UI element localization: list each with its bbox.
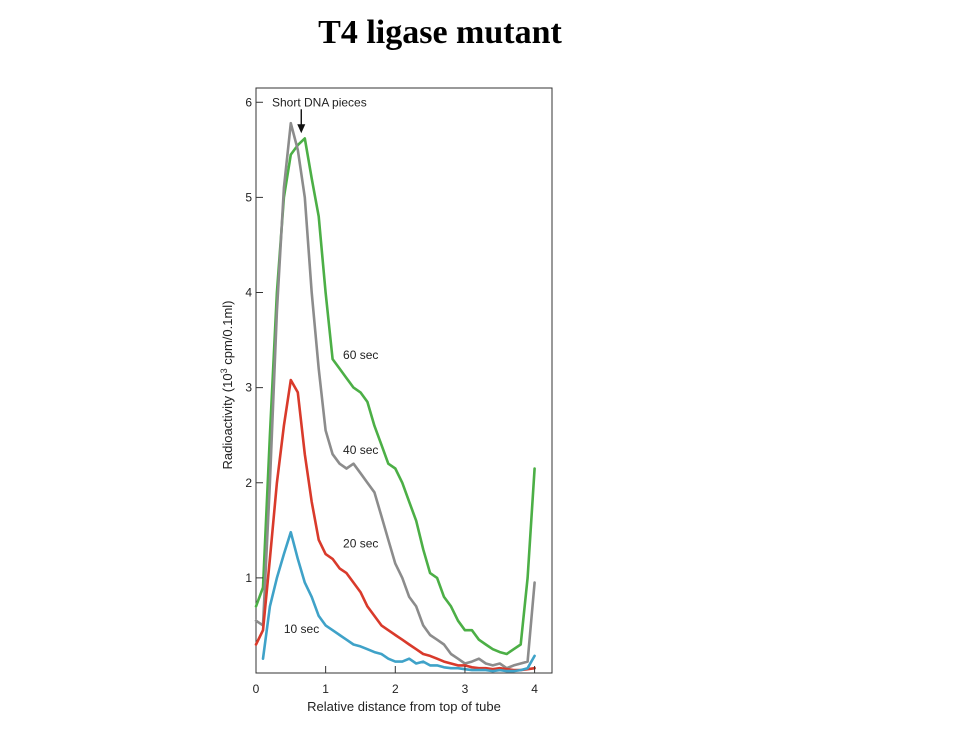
curve-labels: 60 sec 40 sec 20 sec 10 sec <box>284 348 379 636</box>
y-axis-label-sup: 3 <box>219 368 229 373</box>
y-axis-label: Radioactivity (103 cpm/0.1ml) <box>219 300 235 469</box>
curve-label: 40 sec <box>343 443 378 457</box>
series-line-40-sec <box>254 121 536 670</box>
annotation-arrow-head <box>297 124 306 134</box>
slide-title: T4 ligase mutant <box>318 14 562 51</box>
y-tick-label: 2 <box>245 476 252 490</box>
y-tick-label: 6 <box>245 95 252 109</box>
annotation: Short DNA pieces <box>272 95 367 134</box>
ticks: 1 2 3 4 5 6 0 1 2 3 4 <box>245 95 538 696</box>
x-tick-label: 0 <box>253 682 260 696</box>
y-tick-label: 1 <box>245 571 252 585</box>
curve-label: 10 sec <box>284 622 319 636</box>
series-line-10-sec <box>261 530 536 673</box>
x-tick-label: 4 <box>531 682 538 696</box>
plot-frame <box>255 87 553 674</box>
x-tick-label: 1 <box>322 682 329 696</box>
y-tick-label: 5 <box>245 190 252 204</box>
series-line-60-sec <box>254 137 536 656</box>
curve-label: 20 sec <box>343 536 378 550</box>
y-axis-label-prefix: Radioactivity (10 <box>220 373 235 469</box>
x-tick-label: 2 <box>392 682 399 696</box>
annotation-label: Short DNA pieces <box>272 95 367 109</box>
curves <box>254 121 536 673</box>
x-axis-label: Relative distance from top of tube <box>307 699 501 714</box>
series-line-20-sec <box>254 378 536 672</box>
y-axis-label-suffix: cpm/0.1ml) <box>220 300 235 368</box>
y-tick-label: 3 <box>245 381 252 395</box>
x-tick-label: 3 <box>462 682 469 696</box>
curve-label: 60 sec <box>343 348 378 362</box>
y-tick-label: 4 <box>245 286 252 300</box>
